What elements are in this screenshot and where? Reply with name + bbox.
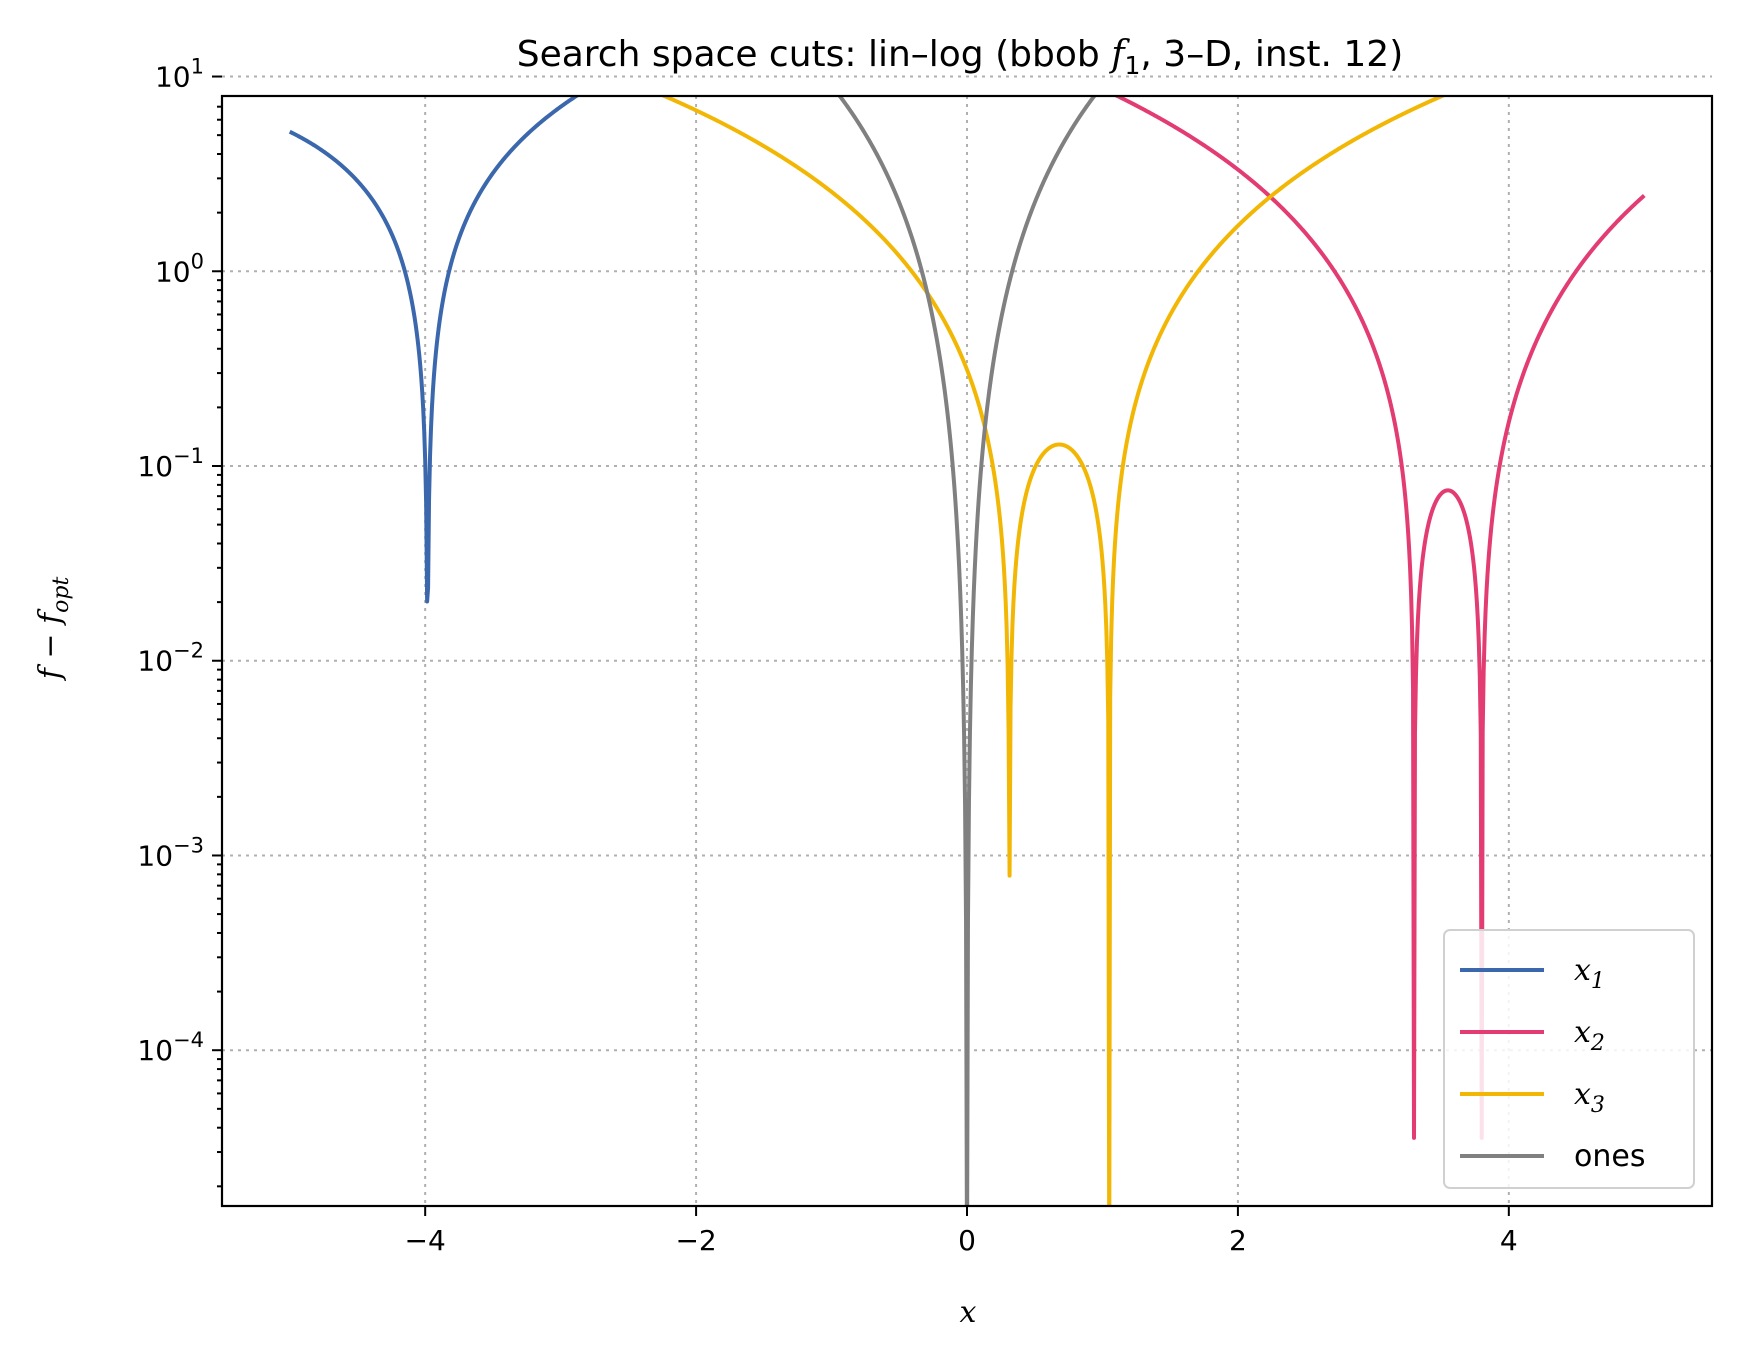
legend-entry-x3: x3 — [1574, 1077, 1605, 1118]
y-tick-label: 10−1 — [137, 444, 204, 483]
x-tick-label: −2 — [675, 1224, 716, 1257]
legend-entry-ones: ones — [1574, 1139, 1645, 1174]
x-axis-label: x — [960, 1295, 977, 1330]
y-tick-label: 10−2 — [137, 639, 204, 678]
legend-entry-x2: x2 — [1574, 1015, 1605, 1056]
x-tick-label: 0 — [958, 1224, 976, 1257]
legend-box — [1443, 929, 1695, 1189]
series-line-x3 — [659, 96, 1447, 1206]
plot-lines — [288, 96, 1646, 1206]
legend: x1 x2 x3 ones — [1443, 929, 1695, 1189]
y-tick-label: 100 — [155, 249, 204, 288]
y-tick-label: 10−3 — [137, 833, 204, 872]
x-tick-label: −4 — [405, 1224, 446, 1257]
y-tick-label: 101 — [155, 55, 204, 94]
legend-entry-x1: x1 — [1574, 953, 1605, 994]
chart-title: Search space cuts: lin–log (bbob f1, 3–D… — [517, 34, 1404, 80]
series-line-x1 — [288, 96, 580, 604]
y-tick-label: 10−4 — [137, 1028, 204, 1067]
grid-lines — [222, 75, 1712, 1206]
y-axis-label: f − fopt — [33, 577, 74, 682]
x-tick-label: 4 — [1500, 1224, 1518, 1257]
series-line-x2 — [1112, 96, 1646, 1140]
axis-ticks: −4−202410210110010−110−210−310−4 — [137, 55, 1518, 1257]
x-tick-label: 2 — [1229, 1224, 1247, 1257]
